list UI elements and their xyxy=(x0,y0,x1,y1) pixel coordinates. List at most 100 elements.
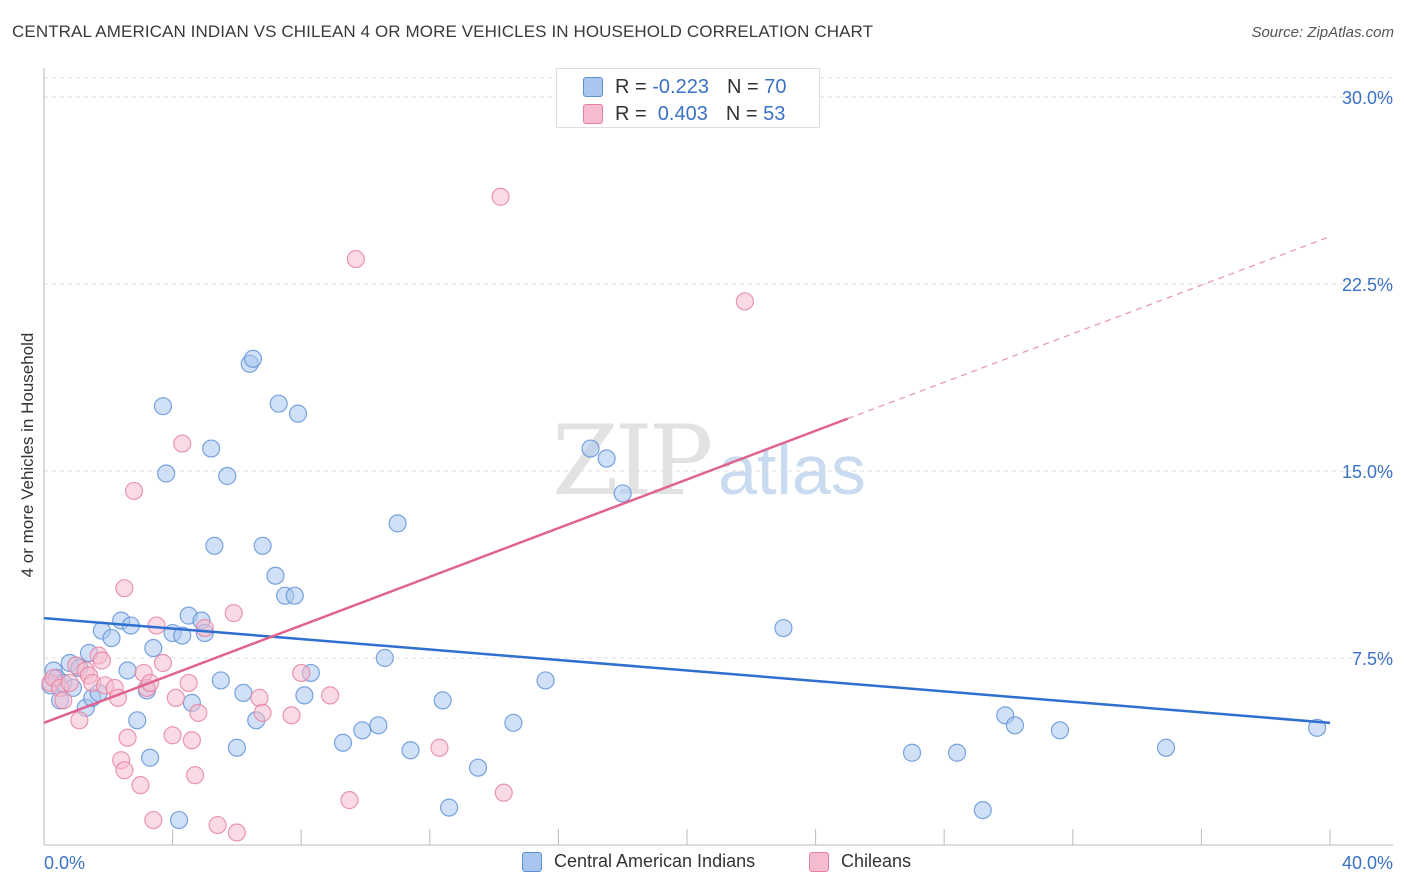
chart-title: CENTRAL AMERICAN INDIAN VS CHILEAN 4 OR … xyxy=(12,22,874,41)
central-american-indian-point xyxy=(202,439,221,458)
central-american-indian-point xyxy=(439,798,459,817)
n-value: 53 xyxy=(763,102,786,125)
central-american-indian-point xyxy=(253,536,272,555)
central-american-indian-point xyxy=(1308,718,1327,737)
pink-trend-extension xyxy=(847,236,1331,420)
central-american-indian-point xyxy=(173,626,192,645)
central-american-indian-point xyxy=(353,721,372,740)
n-value: 70 xyxy=(764,75,787,98)
central-american-indian-point xyxy=(1050,721,1070,740)
pink-swatch xyxy=(583,104,603,124)
chilean-point xyxy=(224,604,243,623)
central-american-indian-point xyxy=(333,733,353,752)
legend-label: Chileans xyxy=(841,851,912,871)
central-american-indian-point xyxy=(288,404,308,423)
central-american-indian-point xyxy=(205,536,224,555)
central-american-indian-point xyxy=(227,738,246,757)
central-american-indian-point xyxy=(597,449,616,468)
chilean-point xyxy=(250,688,269,707)
source-label: Source: ZipAtlas.com xyxy=(1251,24,1394,41)
chilean-point xyxy=(115,761,134,780)
x-tick-label: 0.0% xyxy=(44,853,85,873)
central-american-indian-point xyxy=(613,484,632,503)
y-tick-label: 22.5% xyxy=(1342,275,1393,295)
chilean-point xyxy=(60,673,79,693)
central-american-indian-point xyxy=(468,758,488,777)
chilean-point xyxy=(179,673,198,693)
central-american-indian-point xyxy=(388,514,407,533)
chilean-point xyxy=(54,691,73,710)
pink-swatch xyxy=(809,851,829,872)
legend-item-central-american-indians: Central American Indians xyxy=(522,851,755,872)
y-tick-label: 15.0% xyxy=(1342,462,1393,482)
chilean-point xyxy=(131,776,150,795)
pink-trend-line xyxy=(43,417,849,724)
chilean-point xyxy=(166,688,185,707)
central-american-indian-point xyxy=(102,628,121,648)
central-american-indian-point xyxy=(169,810,189,830)
chilean-point xyxy=(282,706,301,725)
chilean-point xyxy=(253,703,272,722)
central-american-indian-point xyxy=(266,566,285,585)
central-american-indian-point xyxy=(1156,738,1176,757)
chilean-point xyxy=(163,726,182,745)
legend-item-chileans: Chileans xyxy=(809,851,911,872)
chilean-point xyxy=(118,728,137,747)
chilean-point xyxy=(186,766,205,785)
central-american-indian-point xyxy=(234,683,253,703)
r-value: -0.223 xyxy=(652,75,709,98)
central-american-indian-point xyxy=(401,741,420,760)
central-american-indian-point xyxy=(504,713,523,732)
central-american-indian-point xyxy=(218,466,237,486)
chilean-point xyxy=(491,187,510,206)
chilean-point xyxy=(153,653,173,673)
central-american-indian-point xyxy=(295,686,314,705)
watermark-atlas: atlas xyxy=(718,431,866,509)
central-american-indian-point xyxy=(433,691,452,710)
central-american-indian-point xyxy=(153,397,173,416)
y-tick-label: 30.0% xyxy=(1342,88,1393,108)
chilean-point xyxy=(115,579,134,598)
chilean-point xyxy=(321,686,340,705)
legend-row-pink: R = 0.403 N = 53 xyxy=(583,101,785,127)
central-american-indian-point xyxy=(285,586,304,605)
chilean-point xyxy=(208,815,227,835)
central-american-indian-point xyxy=(774,618,793,638)
central-american-indian-point xyxy=(947,743,967,762)
central-american-indian-point xyxy=(157,464,176,483)
x-tick-label: 40.0% xyxy=(1342,853,1393,873)
chilean-point xyxy=(494,783,513,802)
chilean-point xyxy=(189,703,208,722)
chilean-point xyxy=(735,292,754,311)
central-american-indian-point xyxy=(128,711,147,730)
central-american-indian-point xyxy=(118,661,137,680)
r-value: 0.403 xyxy=(652,102,708,125)
central-american-indian-point xyxy=(536,671,555,690)
central-american-indian-point xyxy=(973,800,992,820)
chilean-point xyxy=(144,810,163,830)
chilean-point xyxy=(195,618,214,638)
central-american-indian-point xyxy=(375,648,394,668)
y-tick-label: 7.5% xyxy=(1352,649,1393,669)
blue-swatch xyxy=(583,77,603,97)
central-american-indian-point xyxy=(1005,716,1025,735)
series-legend: Central American Indians Chileans xyxy=(0,851,1406,877)
chilean-point xyxy=(430,738,449,757)
chilean-point xyxy=(340,791,359,810)
blue-trend-line xyxy=(43,616,1331,725)
chilean-point xyxy=(227,823,246,842)
correlation-legend: R = -0.223 N = 70 R = 0.403 N = 53 xyxy=(556,68,820,128)
chilean-point xyxy=(173,434,192,453)
r-label: R = xyxy=(615,102,653,125)
chilean-point xyxy=(124,481,144,501)
central-american-indian-point xyxy=(581,439,600,458)
chilean-point xyxy=(292,663,311,683)
central-american-indian-point xyxy=(211,671,230,690)
central-american-indian-point xyxy=(243,349,263,368)
legend-row-blue: R = -0.223 N = 70 xyxy=(583,74,786,100)
chilean-point xyxy=(182,731,201,750)
watermark-zip: ZIP xyxy=(552,405,713,517)
n-label: N = xyxy=(725,102,764,125)
n-label: N = xyxy=(726,75,765,98)
